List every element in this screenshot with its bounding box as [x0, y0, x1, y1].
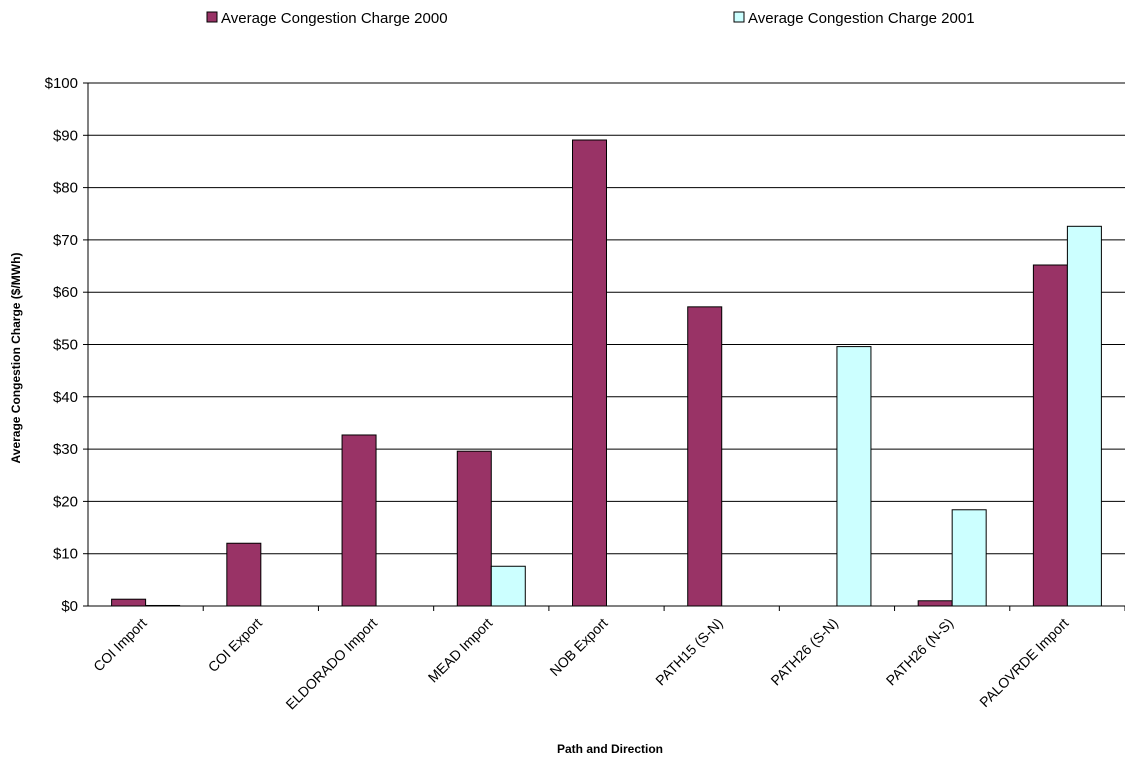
bar-2000: [1032, 264, 1068, 607]
bar-2000: [341, 434, 377, 607]
y-tick-label: $10: [53, 546, 78, 563]
legend: Average Congestion Charge 2000 Average Co…: [206, 10, 975, 27]
x-tick-label: PALOVRDE Import: [976, 615, 1071, 710]
bar-2001: [1066, 225, 1102, 607]
x-tick-label: PATH15 (S-N): [652, 615, 726, 689]
legend-label: Average Congestion Charge 2000: [221, 10, 448, 27]
y-tick-label: $100: [45, 75, 78, 92]
x-tick-label: ELDORADO Import: [282, 615, 380, 713]
axes: [83, 82, 1125, 611]
x-tick-label: PATH26 (S-N): [767, 615, 841, 689]
y-tick-label: $20: [53, 493, 78, 510]
y-tick-label: $80: [53, 180, 78, 197]
legend-swatch: [733, 11, 745, 23]
y-tick-label: $90: [53, 127, 78, 144]
y-tick-label: $40: [53, 389, 78, 406]
bar-2001: [490, 565, 526, 607]
y-tick-labels: $0 $10 $20 $30 $40 $50 $60 $70 $80 $90 $100: [45, 75, 78, 615]
x-tick-label: MEAD Import: [425, 615, 496, 686]
bar-2000: [226, 542, 262, 607]
legend-swatch: [206, 11, 218, 23]
x-tick-labels: COI Import COI Export ELDORADO Import MEAD …: [90, 615, 1072, 713]
bar-2000: [917, 600, 953, 607]
x-tick-label: PATH26 (N-S): [883, 615, 957, 689]
bars: [111, 139, 1102, 607]
y-axis-title: Average Congestion Charge ($/MWh): [9, 253, 23, 464]
y-tick-label: $0: [61, 598, 78, 615]
x-axis-title: Path and Direction: [557, 742, 663, 756]
bar-2000: [456, 450, 492, 607]
x-tick-label: COI Import: [90, 615, 150, 675]
bar-2000: [687, 306, 723, 607]
y-tick-label: $50: [53, 337, 78, 354]
x-tick-label: NOB Export: [546, 615, 610, 679]
bar-2000: [111, 598, 147, 607]
bar-2000: [572, 139, 607, 607]
legend-label: Average Congestion Charge 2001: [748, 10, 975, 27]
x-tick-label: COI Export: [205, 615, 265, 675]
bar-2001: [836, 346, 872, 607]
y-tick-label: $70: [53, 232, 78, 249]
y-tick-label: $30: [53, 441, 78, 458]
bar-2001: [951, 509, 987, 607]
y-tick-label: $60: [53, 284, 78, 301]
